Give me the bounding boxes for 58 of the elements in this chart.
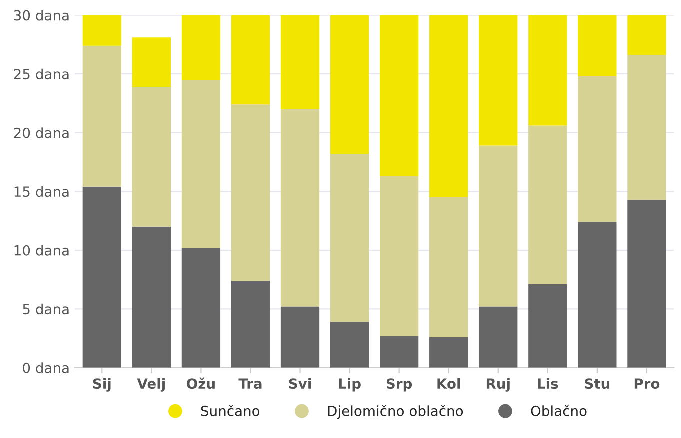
- bar: [528, 284, 568, 368]
- bar: [231, 15, 270, 105]
- bar: [628, 55, 666, 200]
- bar: [330, 154, 370, 322]
- x-tick-label: Pro: [634, 378, 660, 390]
- x-tick-label: Kol: [438, 378, 460, 390]
- bar: [132, 87, 171, 227]
- x-tick-label: Ruj: [486, 378, 510, 392]
- x-tick-label: Stu: [585, 378, 610, 390]
- bar: [380, 336, 419, 368]
- y-tick-label: 25 dana: [14, 68, 69, 80]
- bar: [280, 306, 320, 368]
- bar: [132, 38, 171, 88]
- bar: [430, 337, 468, 368]
- bar: [479, 146, 518, 307]
- bar: [430, 198, 468, 338]
- y-tick-label: 15 dana: [14, 186, 69, 198]
- x-tick-label: Lip: [339, 378, 361, 392]
- bar: [82, 15, 122, 46]
- bar: [280, 109, 320, 307]
- x-tick-label: Tra: [238, 378, 262, 390]
- bar: [182, 248, 221, 368]
- bar: [182, 80, 221, 248]
- bar: [330, 322, 370, 368]
- bar: [82, 186, 122, 368]
- bar: [628, 15, 666, 56]
- bar: [182, 15, 221, 80]
- bar: [82, 46, 122, 187]
- x-tick-label: Velj: [137, 378, 165, 392]
- y-tick-label: 20 dana: [14, 128, 69, 138]
- bar: [479, 15, 518, 146]
- y-tick-label: 0 dana: [23, 362, 69, 374]
- bar: [528, 15, 568, 126]
- bar: [578, 222, 617, 368]
- x-tick-label: Srp: [386, 378, 412, 392]
- bar: [578, 76, 617, 222]
- legend-label: Oblačno: [531, 405, 587, 416]
- x-tick-label: Sij: [93, 378, 111, 392]
- x-tick-label: Ožu: [187, 378, 215, 390]
- bar: [231, 104, 270, 281]
- bar: [479, 306, 518, 368]
- legend-label: Sunčano: [201, 405, 260, 416]
- x-tick-label: Lis: [538, 378, 558, 390]
- bar: [280, 15, 320, 110]
- bar: [380, 176, 419, 336]
- bar: [628, 200, 666, 368]
- bar: [380, 15, 419, 176]
- y-tick-label: 5 dana: [23, 304, 69, 315]
- bar: [528, 126, 568, 284]
- bar: [578, 15, 617, 76]
- y-tick-label: 30 dana: [14, 10, 69, 21]
- bar: [430, 15, 468, 198]
- legend-label: Djelomično oblačno: [328, 405, 464, 420]
- x-tick-label: Svi: [289, 378, 311, 390]
- y-tick-label: 10 dana: [14, 245, 69, 256]
- bar: [231, 280, 270, 368]
- bar: [132, 226, 171, 368]
- bar: [330, 15, 370, 154]
